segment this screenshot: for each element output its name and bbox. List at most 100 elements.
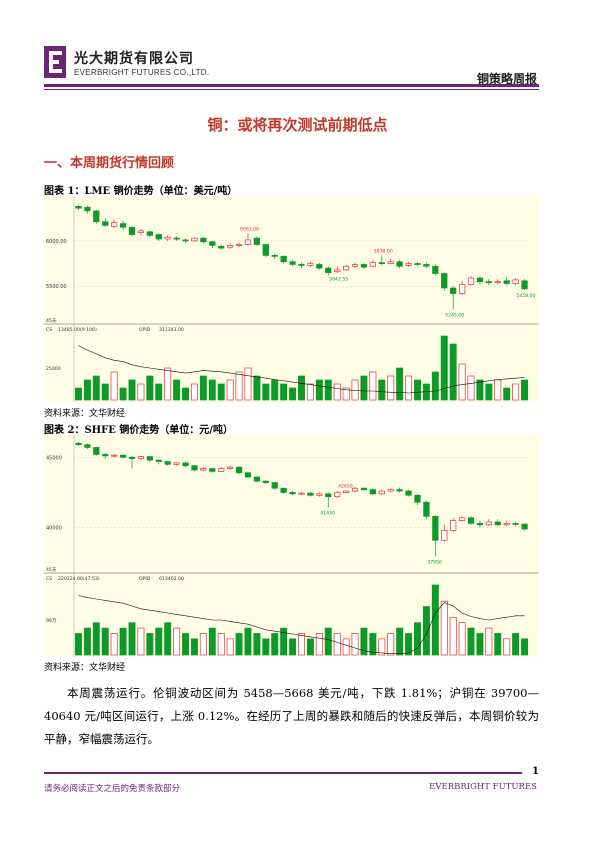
candle	[458, 517, 466, 521]
volume-tick-label: 25000	[46, 366, 61, 372]
candle	[351, 487, 359, 492]
volume-bar	[414, 379, 421, 401]
opid-label: OPID	[139, 327, 151, 333]
candle	[253, 237, 261, 245]
volume-bar	[244, 627, 252, 656]
candle	[280, 255, 287, 263]
volume-bar	[173, 379, 181, 401]
volume-bar	[119, 387, 127, 401]
volume-bar	[369, 633, 377, 656]
candle	[405, 490, 412, 496]
candle	[396, 489, 403, 492]
candle	[111, 454, 118, 457]
volume-bar	[378, 638, 386, 656]
candle	[84, 206, 91, 212]
volume-bar	[128, 379, 136, 401]
volume-bar	[396, 367, 404, 401]
volume-bar	[101, 627, 109, 656]
candle	[307, 263, 314, 266]
volume-bar	[422, 606, 430, 656]
volume-bar	[110, 633, 118, 656]
volume-bar	[467, 627, 475, 656]
lme-copper-chart: 6000.00 5500.00 6083.00 5642.55 5838.00 5245.…	[44, 196, 539, 402]
volume-bar	[146, 633, 154, 656]
candle	[521, 280, 528, 290]
opid-value: 613402.00	[159, 576, 184, 582]
y-tick-label: 5500.00	[46, 284, 67, 290]
volume-bar	[289, 387, 297, 401]
volume-bar	[253, 375, 261, 401]
volume-bar	[83, 379, 91, 401]
volume-bar	[503, 638, 511, 656]
volume-bar	[110, 371, 118, 401]
volume-bar	[387, 633, 395, 656]
volume-bar	[83, 627, 91, 656]
volume-bar	[494, 379, 502, 401]
price-annotation: 5838.00	[374, 249, 393, 255]
candle	[369, 262, 376, 267]
candle	[244, 239, 252, 245]
figure-1-title: 图表 1：LME 铜价走势（单位：美元/吨）	[44, 186, 238, 197]
volume-bar	[226, 379, 234, 401]
candle	[512, 523, 519, 525]
candle	[289, 492, 296, 495]
volume-bar	[315, 379, 323, 401]
candle	[191, 237, 198, 242]
report-name: 铜策略周报	[476, 72, 537, 86]
candle	[218, 245, 225, 249]
candle	[200, 237, 207, 243]
candle	[423, 264, 430, 267]
candle	[146, 231, 153, 236]
candle	[137, 230, 145, 234]
volume-bar	[92, 622, 100, 656]
volume-bar	[342, 638, 350, 656]
candle	[494, 521, 501, 526]
candle	[227, 245, 234, 248]
volume-bar	[101, 383, 109, 401]
volume-bar	[431, 371, 439, 401]
volume-bar	[333, 633, 341, 656]
volume-bar	[521, 638, 529, 656]
candle	[485, 281, 492, 284]
candle	[128, 456, 136, 460]
candle	[450, 520, 457, 531]
y-tick-label: 45000	[46, 455, 62, 461]
candle	[253, 476, 261, 482]
candle	[119, 454, 127, 458]
volume-bar	[173, 627, 181, 656]
volume-bar	[119, 627, 127, 656]
shfe-copper-chart: 45000 40000 42650 41430 37950 45天 CS 220224.00(…	[44, 435, 539, 657]
candle	[378, 262, 385, 264]
volume-bar	[467, 375, 475, 401]
volume-bar	[378, 379, 386, 401]
volume-bar	[512, 633, 520, 656]
volume-bar	[235, 633, 243, 656]
volume-bar	[306, 638, 314, 656]
candle	[476, 523, 484, 526]
candle	[414, 263, 421, 265]
candle	[387, 261, 394, 264]
document-title: 铜：或将再次测试前期低点	[207, 116, 388, 134]
volume-bar	[190, 383, 198, 401]
candle	[467, 517, 475, 524]
candle	[387, 489, 394, 492]
candle	[146, 456, 153, 461]
volume-bar	[512, 383, 520, 401]
volume-bar	[342, 387, 350, 401]
candle	[84, 444, 91, 448]
candle	[512, 279, 519, 284]
volume-bar	[298, 633, 305, 656]
volume-bar	[315, 633, 323, 656]
volume-bar	[289, 638, 297, 656]
candle	[360, 487, 368, 490]
y-tick-label: 6000.00	[46, 239, 67, 245]
candle	[334, 492, 341, 498]
candle	[342, 265, 350, 271]
candle	[316, 264, 323, 269]
volume-bar	[235, 371, 243, 401]
candle	[369, 489, 376, 495]
candle	[271, 482, 278, 489]
volume-bar	[396, 627, 404, 656]
volume-bar	[226, 638, 234, 656]
cs-label: CS	[46, 576, 52, 582]
